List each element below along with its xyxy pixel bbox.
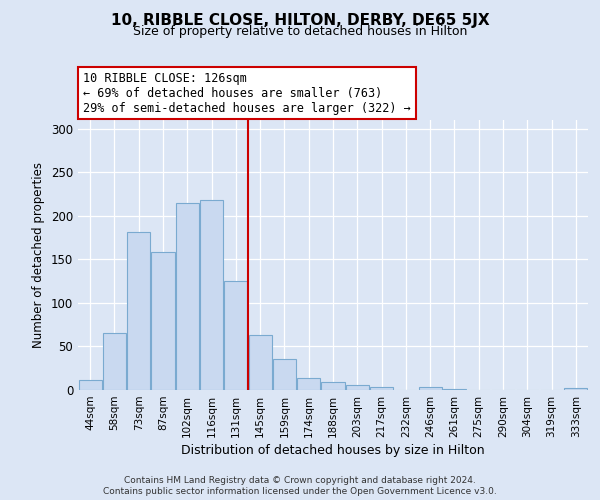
Bar xyxy=(419,388,442,390)
Bar xyxy=(176,202,199,390)
Bar xyxy=(224,281,247,390)
Bar xyxy=(297,378,320,390)
X-axis label: Distribution of detached houses by size in Hilton: Distribution of detached houses by size … xyxy=(181,444,485,457)
Bar xyxy=(273,358,296,390)
Bar xyxy=(370,388,393,390)
Text: Contains public sector information licensed under the Open Government Licence v3: Contains public sector information licen… xyxy=(103,488,497,496)
Y-axis label: Number of detached properties: Number of detached properties xyxy=(32,162,46,348)
Bar xyxy=(346,385,369,390)
Bar xyxy=(248,335,272,390)
Text: Size of property relative to detached houses in Hilton: Size of property relative to detached ho… xyxy=(133,25,467,38)
Text: Contains HM Land Registry data © Crown copyright and database right 2024.: Contains HM Land Registry data © Crown c… xyxy=(124,476,476,485)
Text: 10, RIBBLE CLOSE, HILTON, DERBY, DE65 5JX: 10, RIBBLE CLOSE, HILTON, DERBY, DE65 5J… xyxy=(110,12,490,28)
Bar xyxy=(322,382,344,390)
Bar xyxy=(127,232,150,390)
Bar xyxy=(103,334,126,390)
Bar xyxy=(565,388,587,390)
Text: 10 RIBBLE CLOSE: 126sqm
← 69% of detached houses are smaller (763)
29% of semi-d: 10 RIBBLE CLOSE: 126sqm ← 69% of detache… xyxy=(83,72,411,114)
Bar xyxy=(200,200,223,390)
Bar xyxy=(443,389,466,390)
Bar xyxy=(79,380,101,390)
Bar xyxy=(151,252,175,390)
